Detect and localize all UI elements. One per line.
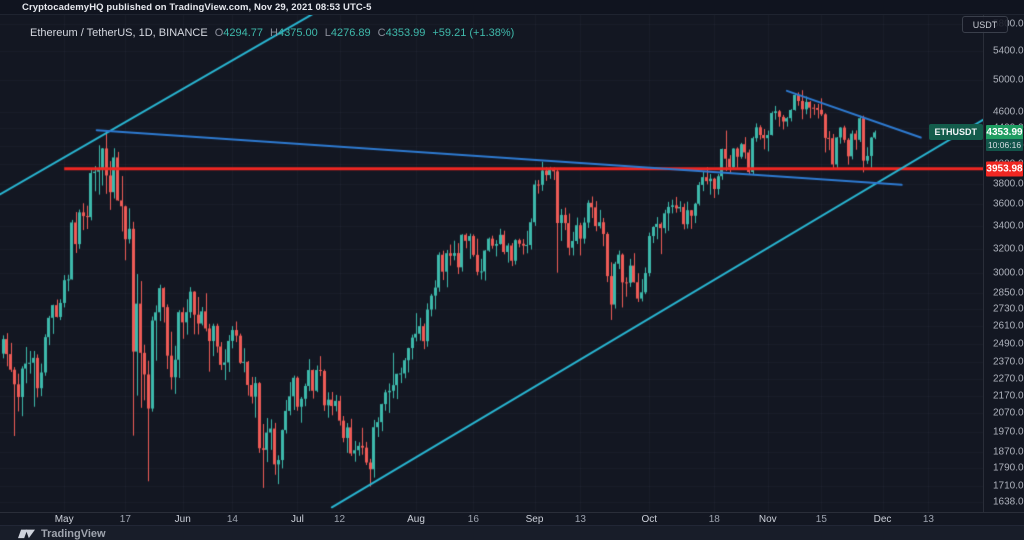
time-axis-label: Sep — [525, 514, 544, 525]
time-axis-label: 18 — [708, 514, 720, 525]
time-axis-label: Dec — [873, 514, 892, 525]
price-axis-label: 5800.00 — [993, 18, 1024, 30]
price-axis-label: 3400.00 — [993, 220, 1024, 232]
level-price-badge[interactable]: 3953.98 — [986, 161, 1023, 177]
chart-legend: Ethereum / TetherUS, 1D, BINANCE O4294.77… — [30, 27, 514, 39]
open-label: O — [214, 27, 224, 39]
close-label: C — [377, 27, 386, 39]
time-axis-label: Aug — [407, 514, 425, 525]
price-axis-label: 1638.00 — [993, 496, 1024, 508]
time-axis-label: Nov — [758, 514, 777, 525]
countdown-timer: 10:06:16 — [986, 139, 1023, 152]
low-value: 4276.89 — [330, 27, 371, 39]
price-axis-label: 2490.00 — [993, 338, 1024, 350]
time-axis-label: May — [54, 514, 74, 525]
symbol-price-label[interactable]: ETHUSDT — [928, 124, 983, 141]
price-axis-label: 2730.00 — [993, 303, 1024, 315]
price-axis-label: 3000.00 — [993, 267, 1024, 279]
price-axis-label: 1710.00 — [993, 480, 1024, 492]
price-axis-label: 5000.00 — [993, 74, 1024, 86]
tradingview-logo-icon[interactable] — [18, 528, 35, 539]
candlestick-chart-canvas[interactable] — [0, 15, 983, 512]
price-axis-label: 3600.00 — [993, 198, 1024, 210]
footer-bar: TradingView — [0, 525, 1024, 540]
symbol-title[interactable]: Ethereum / TetherUS, 1D, BINANCE — [30, 27, 208, 39]
change-value: +59.21 (+1.38%) — [432, 27, 515, 39]
price-axis-label: 2170.00 — [993, 390, 1024, 402]
price-axis-label: 1790.00 — [993, 462, 1024, 474]
tradingview-brand-text[interactable]: TradingView — [41, 527, 106, 540]
high-value: 4375.00 — [277, 27, 318, 39]
currency-toggle-button[interactable]: USDT — [962, 16, 1008, 33]
time-axis-label: Jun — [174, 514, 191, 525]
time-axis-label: Jul — [291, 514, 304, 525]
price-axis-label: 3800.00 — [993, 178, 1024, 190]
price-axis-label: 1970.00 — [993, 426, 1024, 438]
open-value: 4294.77 — [223, 27, 264, 39]
high-label: H — [270, 27, 278, 39]
price-axis[interactable]: USDT 4353.99 10:06:16 3953.98 5800.00 540… — [962, 15, 1024, 512]
price-axis-label: 2850.00 — [993, 287, 1024, 299]
price-axis-label: 2070.00 — [993, 407, 1024, 419]
time-axis-label: 13 — [922, 514, 934, 525]
last-price-badge[interactable]: 4353.99 — [986, 125, 1023, 141]
low-label: L — [324, 27, 331, 39]
time-axis-label: 16 — [467, 514, 479, 525]
time-axis-label: 14 — [226, 514, 238, 525]
time-axis-label: 15 — [815, 514, 827, 525]
chart-area[interactable]: Ethereum / TetherUS, 1D, BINANCE O4294.77… — [0, 15, 983, 512]
price-axis-label: 3200.00 — [993, 243, 1024, 255]
attribution-text: CryptocademyHQ published on TradingView.… — [22, 1, 372, 13]
price-axis-label: 4600.00 — [993, 106, 1024, 118]
price-axis-label: 5400.00 — [993, 45, 1024, 57]
time-axis-label: 12 — [333, 514, 346, 525]
time-axis-label: 17 — [119, 514, 131, 525]
attribution-bar: CryptocademyHQ published on TradingView.… — [0, 0, 1024, 15]
price-axis-label: 2270.00 — [993, 373, 1024, 385]
price-axis-label: 2370.00 — [993, 356, 1024, 368]
time-axis[interactable]: May 17 Jun 14 Jul 12 Aug 16 Sep 13 Oct 18 Nov 15 Dec 13 — [0, 512, 1024, 526]
close-value: 4353.99 — [385, 27, 426, 39]
time-axis-label: Oct — [641, 514, 658, 525]
price-axis-label: 1870.00 — [993, 446, 1024, 458]
price-axis-label: 2610.00 — [993, 320, 1024, 332]
time-axis-label: 13 — [574, 514, 586, 525]
